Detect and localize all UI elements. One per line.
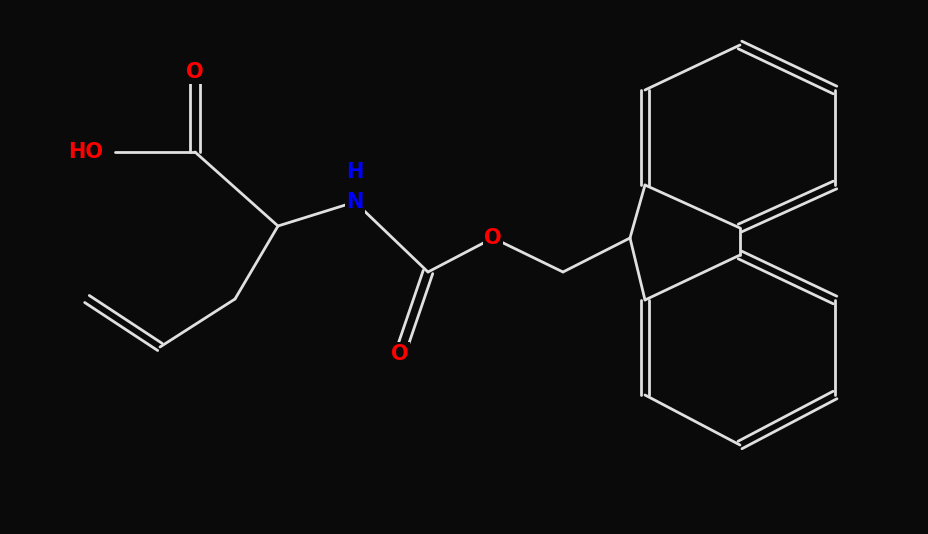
Text: HO: HO [68, 142, 103, 162]
Text: O: O [483, 228, 501, 248]
Text: H: H [346, 162, 363, 182]
Text: O: O [391, 344, 408, 364]
Text: O: O [186, 62, 203, 82]
Text: N: N [346, 192, 363, 212]
